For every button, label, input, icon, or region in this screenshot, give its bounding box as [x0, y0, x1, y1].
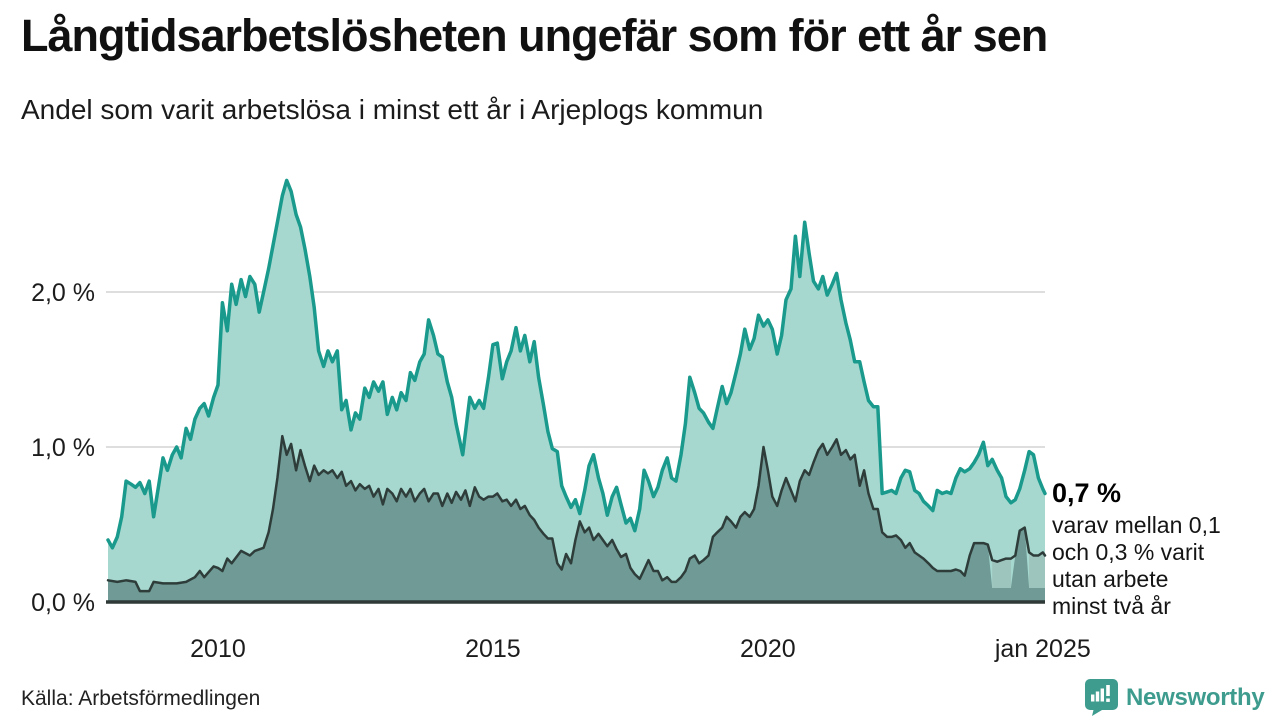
bar-icon-small: [1091, 694, 1095, 702]
uncertainty-band: [992, 558, 1011, 588]
uncertainty-band: [1029, 552, 1045, 588]
newsworthy-icon: [1085, 679, 1118, 716]
source-label: Källa: Arbetsförmedlingen: [21, 687, 261, 710]
end-value-description: varav mellan 0,1 och 0,3 % varit utan arbe…: [1052, 512, 1270, 620]
y-tick-label: 0,0 %: [31, 589, 95, 617]
line-1plus-year: [106, 178, 1047, 550]
bar-icon-medium: [1095, 691, 1100, 702]
x-tick-label: 2020: [740, 635, 796, 663]
chart-subtitle: Andel som varit arbetslösa i minst ett å…: [21, 94, 764, 125]
y-tick-label: 2,0 %: [31, 279, 95, 307]
exclamation-icon: [1106, 685, 1110, 696]
end-value-description-line: minst två år: [1052, 592, 1171, 619]
newsworthy-logo: Newsworthy: [1084, 678, 1265, 717]
end-value-label: 0,7 %: [1052, 477, 1122, 508]
y-tick-label: 1,0 %: [31, 434, 95, 462]
bar-icon-large: [1100, 688, 1104, 702]
end-value-description-line: utan arbete: [1052, 565, 1169, 592]
x-tick-label: 2015: [465, 635, 521, 663]
newsworthy-wordmark: Newsworthy: [1126, 683, 1265, 711]
exclamation-dot-icon: [1106, 698, 1110, 702]
end-value-description-line: och 0,3 % varit: [1052, 538, 1205, 565]
line-2plus-year: [106, 434, 1047, 593]
x-tick-label: 2010: [190, 635, 246, 663]
x-tick-label: jan 2025: [994, 635, 1091, 663]
chart-title: Långtidsarbetslösheten ungefär som för e…: [21, 10, 1048, 61]
end-value-description-line: varav mellan 0,1: [1052, 511, 1221, 538]
end-value-annotation: 0,7 % varav mellan 0,1 och 0,3 % varit uta…: [1052, 477, 1270, 620]
